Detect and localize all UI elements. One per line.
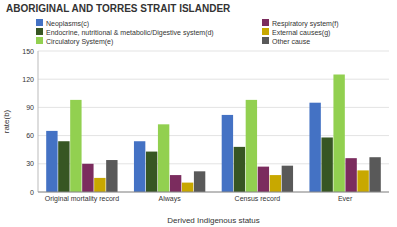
legend-label: Endocrine, nutritional & metabolic/Diges… (46, 29, 214, 37)
bar (82, 164, 93, 192)
bar (246, 100, 257, 192)
legend-label: Other cause (272, 38, 310, 45)
bar (321, 137, 332, 192)
legend-label: Respiratory system(f) (272, 20, 339, 28)
bar (270, 175, 281, 192)
bar (134, 141, 145, 192)
x-tick-label: Ever (338, 195, 353, 202)
bar (94, 178, 105, 192)
legend-swatch (262, 37, 269, 44)
y-tick-label: 30 (26, 160, 34, 167)
bars (46, 75, 381, 193)
bar (309, 103, 320, 192)
y-tick-label: 0 (30, 189, 34, 196)
bar (46, 131, 57, 192)
bar (258, 167, 269, 192)
x-axis-title: Derived Indigenous status (167, 216, 260, 225)
legend-label: External causes(g) (272, 29, 330, 37)
bar (106, 160, 117, 192)
bar (170, 175, 181, 192)
bar (158, 124, 169, 192)
legend-swatch (36, 28, 43, 35)
y-axis-title: rate(b) (2, 109, 11, 133)
x-tick-label: Always (159, 195, 182, 203)
chart: ABORIGINAL AND TORRES STRAIT ISLANDER Neo… (0, 0, 397, 227)
bar (282, 166, 293, 192)
title: ABORIGINAL AND TORRES STRAIT ISLANDER (6, 3, 231, 14)
legend-swatch (36, 37, 43, 44)
x-tick-label: Original mortality record (45, 195, 119, 203)
bar (194, 171, 205, 192)
x-axis-line (38, 192, 389, 193)
legend: Neoplasms(c)Endocrine, nutritional & met… (36, 19, 339, 46)
y-tick-label: 120 (22, 76, 34, 83)
bar (70, 100, 81, 192)
grid (38, 51, 389, 192)
y-tick-label: 90 (26, 104, 34, 111)
bar (182, 183, 193, 192)
bar (345, 158, 356, 192)
y-tick-label: 60 (26, 132, 34, 139)
bar (146, 152, 157, 192)
y-tick-label: 150 (22, 48, 34, 55)
legend-swatch (262, 19, 269, 26)
x-tick-label: Census record (235, 195, 281, 202)
bar (234, 147, 245, 192)
grid-line (38, 192, 389, 193)
bar (369, 157, 380, 192)
bar (333, 75, 344, 193)
legend-swatch (262, 28, 269, 35)
bar (58, 141, 69, 192)
y-axis-line (38, 51, 39, 192)
legend-label: Circulatory System(e) (46, 38, 113, 46)
bar (222, 115, 233, 192)
legend-label: Neoplasms(c) (46, 20, 89, 28)
grid-line (38, 51, 389, 52)
legend-swatch (36, 19, 43, 26)
bar (357, 170, 368, 192)
